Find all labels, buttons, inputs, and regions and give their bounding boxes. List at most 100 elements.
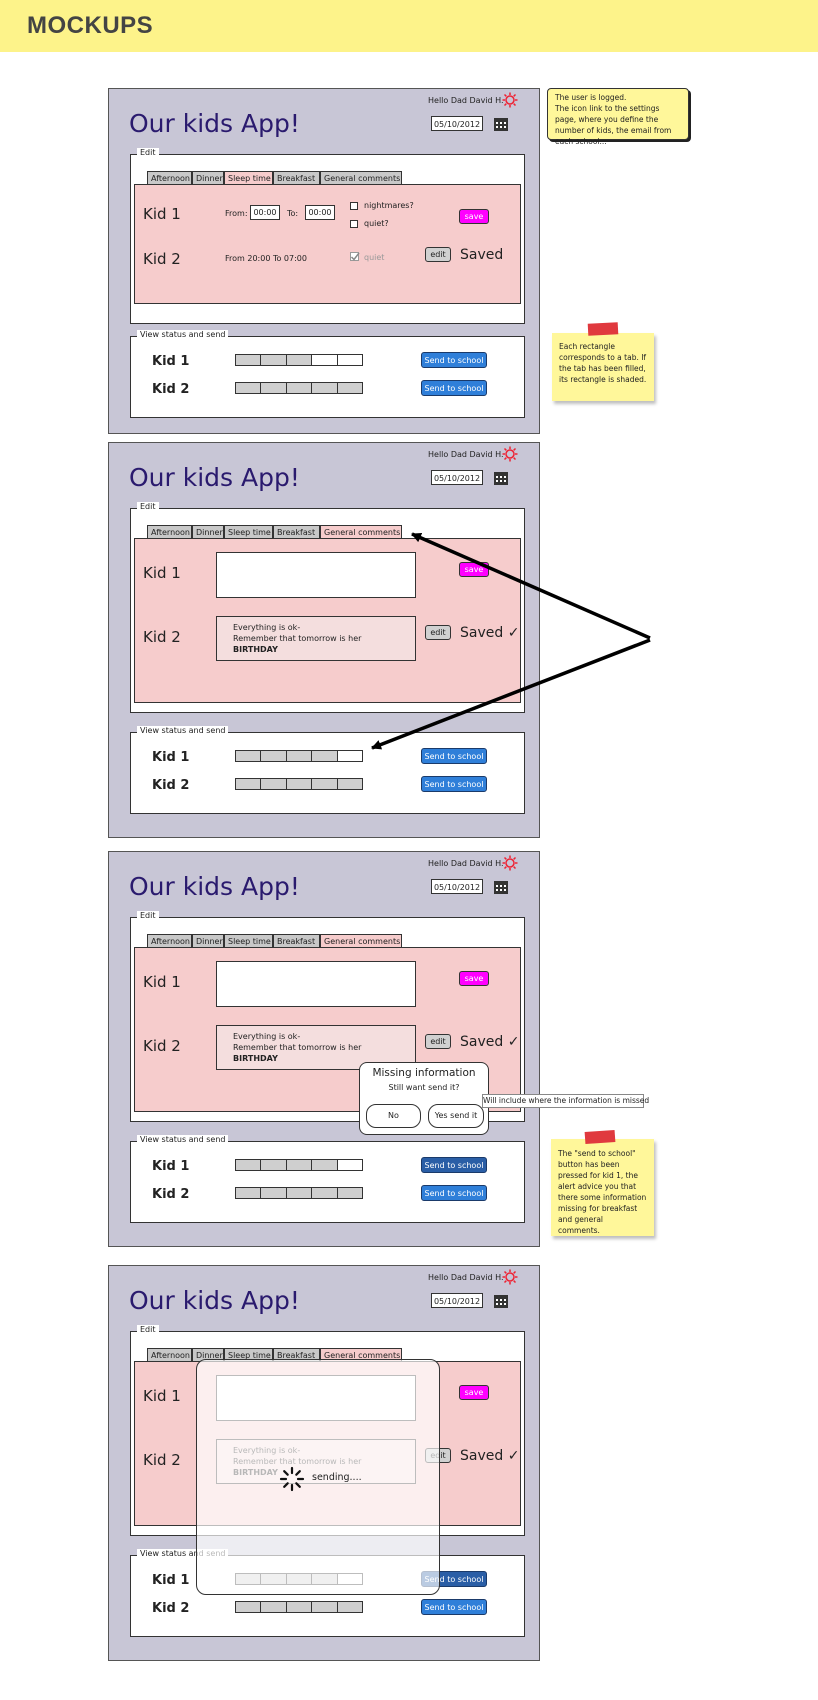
progress-kid-2 [235, 778, 363, 790]
tab-general-comments[interactable]: General comments [320, 525, 402, 538]
tab-breakfast[interactable]: Breakfast [273, 1348, 320, 1361]
dialog-no-button[interactable]: No [366, 1104, 421, 1128]
tab-breakfast[interactable]: Breakfast [273, 171, 320, 184]
tab-afternoon[interactable]: Afternoon [147, 1348, 192, 1361]
tab-dinner[interactable]: Dinner [192, 171, 224, 184]
progress-segment [236, 1188, 262, 1198]
kid-2-comment: Everything is ok- Remember that tomorrow… [216, 616, 416, 661]
date-field[interactable]: 05/10/2012 [431, 1293, 483, 1308]
calendar-icon[interactable] [493, 116, 509, 132]
send-to-school-button-kid-2[interactable]: Send to school [421, 380, 487, 396]
send-to-school-button-kid-2[interactable]: Send to school [421, 1599, 487, 1615]
calendar-icon[interactable] [493, 879, 509, 895]
progress-segment [261, 1188, 287, 1198]
kid-1-comment-input[interactable] [216, 552, 416, 598]
kid-2-comment-text: Everything is ok- Remember that tomorrow… [233, 623, 362, 654]
edit-button[interactable]: edit [425, 1034, 451, 1049]
progress-segment [312, 383, 338, 393]
progress-segment [236, 779, 262, 789]
kid-1-label: Kid 1 [143, 205, 181, 223]
tab-dinner[interactable]: Dinner [192, 525, 224, 538]
status-kid-1: Kid 1 [152, 354, 190, 369]
settings-gear-icon[interactable] [502, 92, 518, 108]
kid-2-label: Kid 2 [143, 628, 181, 646]
status-kid-1: Kid 1 [152, 750, 190, 765]
status-panel: View status and send Kid 1 Send to schoo… [130, 1135, 525, 1223]
tab-general-comments[interactable]: General comments [320, 1348, 402, 1361]
edit-legend: Edit [137, 1325, 159, 1334]
calendar-icon[interactable] [493, 470, 509, 486]
screen-4-sending: Our kids App! Hello Dad David H. 05/10/2… [108, 1265, 540, 1661]
note-user-logged: The user is logged. The icon link to the… [547, 88, 689, 146]
screen-3-missing-info-alert: Our kids App! Hello Dad David H. 05/10/2… [108, 851, 540, 1247]
app-title: Our kids App! [129, 872, 300, 901]
send-to-school-button-kid-1[interactable]: Send to school [421, 352, 487, 368]
quiet-label: quiet? [364, 219, 389, 228]
settings-gear-icon[interactable] [502, 855, 518, 871]
quiet-checkbox[interactable] [350, 220, 358, 228]
screen-1-sleep-time: Our kids App! Hello Dad David H. 05/10/2… [108, 88, 540, 434]
status-kid-2: Kid 2 [152, 1601, 190, 1616]
edit-button[interactable]: edit [425, 247, 451, 262]
date-field[interactable]: 05/10/2012 [431, 879, 483, 894]
kid-1-label: Kid 1 [143, 973, 181, 991]
save-button[interactable]: save [459, 971, 489, 986]
send-to-school-button-kid-1[interactable]: Send to school [421, 748, 487, 764]
kid-2-label: Kid 2 [143, 1037, 181, 1055]
progress-segment [312, 355, 338, 365]
missing-info-dialog: Missing information Still want send it? … [359, 1062, 489, 1135]
save-button[interactable]: save [459, 209, 489, 224]
progress-segment [261, 751, 287, 761]
from-input[interactable]: 00:00 [250, 205, 280, 220]
settings-gear-icon[interactable] [502, 446, 518, 462]
progress-segment [236, 1160, 262, 1170]
progress-segment [286, 355, 313, 365]
edit-legend: Edit [137, 148, 159, 157]
tab-general-comments[interactable]: General comments [320, 171, 402, 184]
to-input[interactable]: 00:00 [305, 205, 335, 220]
tab-breakfast[interactable]: Breakfast [273, 525, 320, 538]
quiet-checked-icon [350, 252, 360, 261]
send-to-school-button-kid-2[interactable]: Send to school [421, 1185, 487, 1201]
send-to-school-button-kid-1[interactable]: Send to school [421, 1157, 487, 1173]
progress-segment [286, 779, 313, 789]
status-legend: View status and send [137, 726, 229, 735]
status-kid-1: Kid 1 [152, 1573, 190, 1588]
dialog-yes-send-button[interactable]: Yes send it [428, 1104, 484, 1128]
date-field[interactable]: 05/10/2012 [431, 116, 483, 131]
progress-segment [337, 1188, 363, 1198]
tab-sleep-time[interactable]: Sleep time [224, 171, 273, 184]
save-button[interactable]: save [459, 1385, 489, 1400]
app-title: Our kids App! [129, 463, 300, 492]
nightmares-checkbox[interactable] [350, 202, 358, 210]
from-label: From: [225, 209, 248, 218]
progress-segment [312, 751, 338, 761]
progress-segment [312, 1602, 338, 1612]
status-kid-1: Kid 1 [152, 1159, 190, 1174]
tab-afternoon[interactable]: Afternoon [147, 934, 192, 947]
tab-sleep-time[interactable]: Sleep time [224, 525, 273, 538]
kid-2-label: Kid 2 [143, 1451, 181, 1469]
edit-button[interactable]: edit [425, 625, 451, 640]
tab-general-comments[interactable]: General comments [320, 934, 402, 947]
tab-sleep-time[interactable]: Sleep time [224, 934, 273, 947]
saved-status: Saved ✓ [460, 625, 520, 641]
tab-breakfast[interactable]: Breakfast [273, 934, 320, 947]
progress-segment [261, 779, 287, 789]
tab-sleep-time[interactable]: Sleep time [224, 1348, 273, 1361]
settings-gear-icon[interactable] [502, 1269, 518, 1285]
tab-dinner[interactable]: Dinner [192, 934, 224, 947]
progress-segment [312, 1188, 338, 1198]
kid-1-comment-input[interactable] [216, 961, 416, 1007]
screen-2-general-comments: Our kids App! Hello Dad David H. 05/10/2… [108, 442, 540, 838]
progress-segment [261, 383, 287, 393]
date-field[interactable]: 05/10/2012 [431, 470, 483, 485]
send-to-school-button-kid-2[interactable]: Send to school [421, 776, 487, 792]
tab-afternoon[interactable]: Afternoon [147, 525, 192, 538]
progress-segment [312, 1160, 338, 1170]
tab-afternoon[interactable]: Afternoon [147, 171, 192, 184]
calendar-icon[interactable] [493, 1293, 509, 1309]
tab-dinner[interactable]: Dinner [192, 1348, 224, 1361]
status-panel: View status and send Kid 1 Send to schoo… [130, 726, 525, 814]
sending-label: sending.... [312, 1472, 362, 1483]
